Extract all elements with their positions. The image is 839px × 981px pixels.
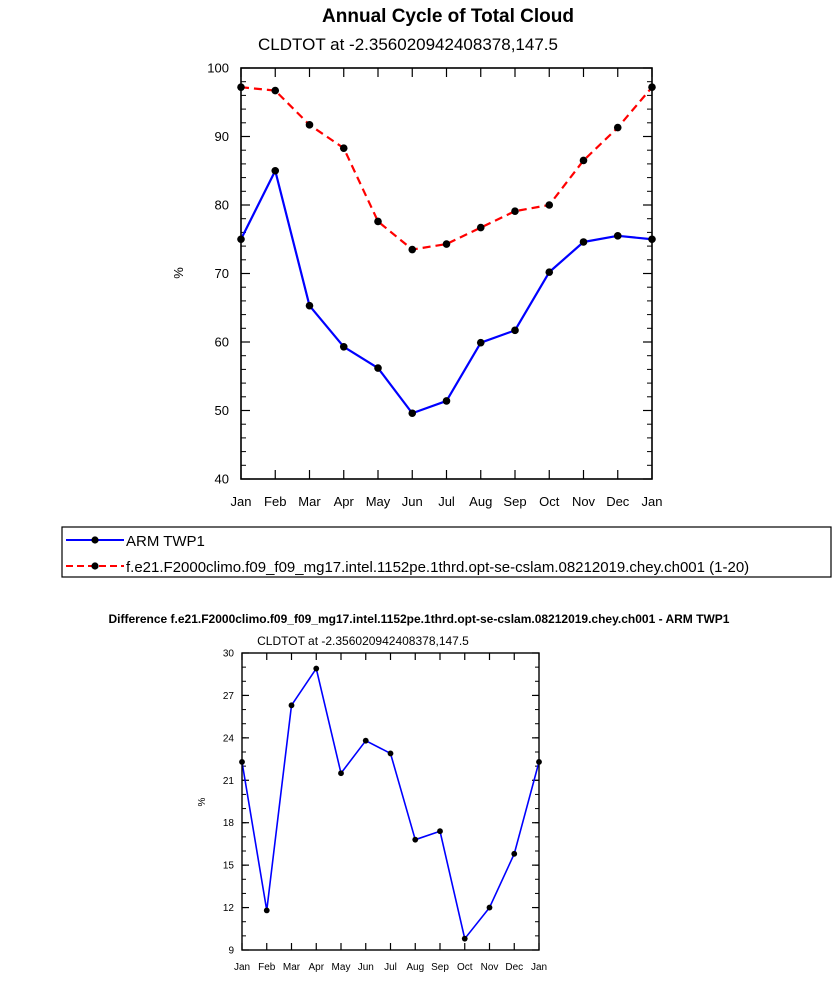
y-tick-label: 15 [223, 861, 235, 872]
legend-marker-arm [91, 536, 99, 544]
legend-label-arm: ARM TWP1 [126, 533, 205, 550]
data-point [362, 737, 369, 744]
data-point [412, 836, 419, 843]
y-tick-label: 60 [215, 335, 229, 350]
chart2-subtitle: CLDTOT at -2.356020942408378,147.5 [257, 634, 469, 648]
y-tick-label: 100 [207, 61, 229, 76]
data-point [461, 935, 468, 942]
chart2-title: Difference f.e21.F2000climo.f09_f09_mg17… [109, 612, 730, 626]
data-point [339, 144, 348, 152]
chart2-plot-frame [241, 652, 540, 951]
x-tick-label: Nov [572, 494, 596, 509]
chart1-legend: ARM TWP1 f.e21.F2000climo.f09_f09_mg17.i… [61, 526, 832, 578]
x-tick-label: Jan [231, 494, 252, 509]
x-tick-label: Dec [505, 962, 523, 973]
x-tick-label: Aug [406, 962, 424, 973]
data-point [288, 702, 295, 709]
y-tick-label: 50 [215, 403, 229, 418]
x-tick-label: May [366, 494, 391, 509]
y-tick-label: 80 [215, 198, 229, 213]
data-point [442, 240, 451, 248]
y-tick-label: 21 [223, 776, 235, 787]
data-point [442, 397, 451, 405]
annual-cycle-chart: Annual Cycle of Total Cloud CLDTOT at -2… [171, 6, 662, 509]
data-point [545, 201, 554, 209]
chart2-axes: 9 12 15 18 21 24 27 30 Jan Feb Mar Apr May Jun Jul Aug S… [223, 649, 547, 974]
data-point [613, 123, 622, 132]
x-tick-label: May [332, 962, 351, 973]
chart2-ylabel: % [197, 797, 208, 806]
x-tick-label: Jun [358, 962, 374, 973]
x-tick-label: Apr [334, 494, 355, 509]
legend-box [61, 526, 832, 578]
x-tick-label: Jan [234, 962, 250, 973]
x-tick-label: Apr [308, 962, 324, 973]
series-line-1 [240, 86, 653, 251]
y-tick-label: 90 [215, 129, 229, 144]
x-tick-label: Jul [438, 494, 455, 509]
series-line-0 [241, 667, 540, 940]
x-tick-label: Jul [384, 962, 397, 973]
y-tick-label: 12 [223, 903, 235, 914]
chart1-ylabel: % [171, 267, 186, 279]
x-tick-label: Mar [283, 962, 301, 973]
data-point [476, 338, 485, 347]
y-tick-label: 9 [228, 946, 234, 957]
chart1-title: Annual Cycle of Total Cloud [322, 6, 574, 27]
x-tick-label: Nov [481, 962, 499, 973]
chart1-axes: 40 50 60 70 80 90 100 Jan Feb Mar Apr May Jun Jul Aug S… [207, 61, 662, 509]
y-tick-label: 24 [223, 733, 235, 744]
chart1-plot-frame [240, 67, 653, 480]
x-tick-label: Sep [503, 494, 526, 509]
data-point [338, 770, 344, 777]
y-tick-label: 30 [223, 649, 235, 660]
x-tick-label: Jan [531, 962, 547, 973]
x-tick-label: Dec [606, 494, 630, 509]
x-tick-label: Jun [402, 494, 423, 509]
data-point [374, 217, 382, 226]
legend-marker-model [91, 562, 99, 570]
data-point [387, 750, 394, 757]
data-point [305, 301, 314, 310]
legend-label-model: f.e21.F2000climo.f09_f09_mg17.intel.1152… [126, 559, 749, 576]
data-point [374, 364, 382, 372]
x-tick-label: Mar [298, 494, 321, 509]
y-tick-label: 40 [215, 472, 229, 487]
data-point [511, 850, 518, 857]
data-point [263, 907, 270, 914]
data-point [579, 238, 588, 246]
y-tick-label: 18 [223, 818, 235, 829]
data-point [305, 121, 314, 129]
data-point [408, 409, 417, 418]
chart1-series [237, 83, 656, 418]
data-point [339, 342, 348, 351]
data-point [408, 245, 417, 254]
y-tick-label: 27 [223, 691, 235, 702]
data-point [613, 232, 622, 240]
y-tick-label: 70 [215, 266, 229, 281]
chart2-series [239, 665, 542, 942]
data-point [271, 86, 280, 95]
data-point [486, 904, 493, 911]
x-tick-label: Jan [642, 494, 663, 509]
chart1-subtitle: CLDTOT at -2.356020942408378,147.5 [258, 35, 558, 54]
x-tick-label: Oct [539, 494, 560, 509]
x-tick-label: Aug [469, 494, 492, 509]
series-line-0 [240, 169, 653, 415]
data-point [437, 828, 443, 835]
difference-chart: Difference f.e21.F2000climo.f09_f09_mg17… [109, 612, 730, 973]
data-point [511, 207, 519, 215]
x-tick-label: Feb [258, 962, 276, 973]
x-tick-label: Sep [431, 962, 449, 973]
data-point [476, 223, 485, 232]
data-point [545, 268, 554, 276]
x-tick-label: Feb [264, 494, 286, 509]
data-point [511, 326, 519, 335]
data-point [271, 166, 280, 175]
data-point [313, 665, 320, 672]
data-point [579, 156, 588, 165]
x-tick-label: Oct [457, 962, 473, 973]
